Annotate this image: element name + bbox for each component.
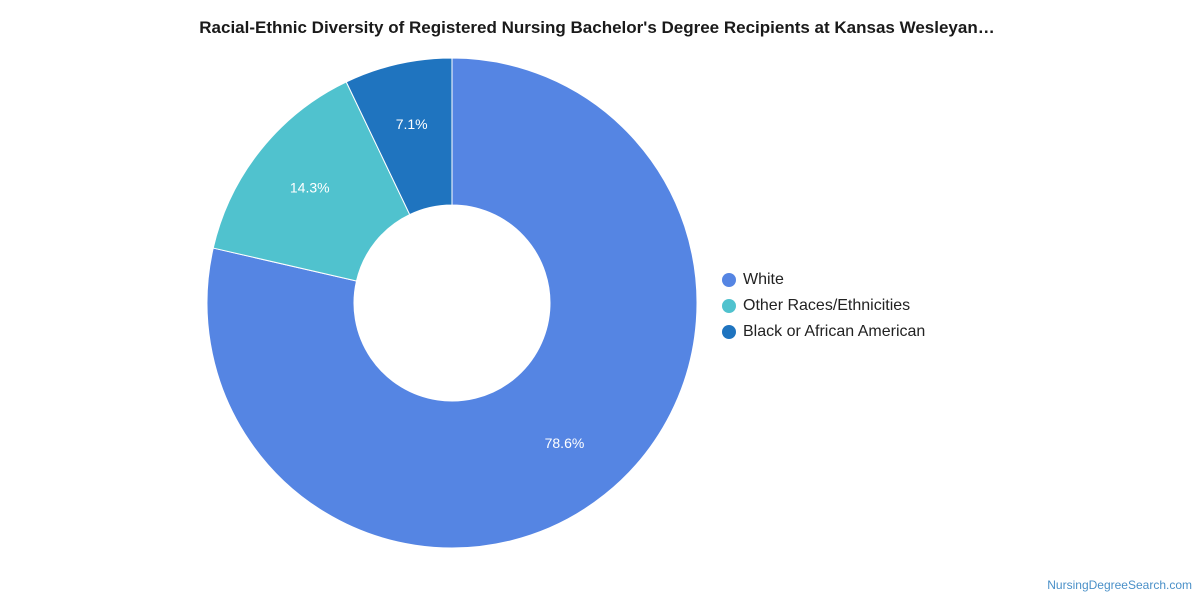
- slice-data-label: 78.6%: [545, 435, 585, 451]
- slice-white[interactable]: [206, 57, 698, 549]
- legend-item[interactable]: White: [722, 267, 925, 293]
- slice-data-label: 14.3%: [290, 180, 330, 196]
- legend-swatch-icon: [722, 273, 736, 287]
- legend-label: Black or African American: [743, 323, 926, 340]
- legend-label: Other Races/Ethnicities: [743, 297, 911, 314]
- slice-black-or-african-american[interactable]: [345, 57, 453, 216]
- legend-swatch-icon: [722, 299, 736, 313]
- legend-item[interactable]: Black or African American: [722, 319, 925, 345]
- source-watermark[interactable]: NursingDegreeSearch.com: [1047, 578, 1192, 592]
- slice-data-label: 7.1%: [396, 116, 428, 132]
- legend-swatch-icon: [722, 325, 736, 339]
- legend-label: White: [743, 271, 784, 288]
- chart-title: Racial-Ethnic Diversity of Registered Nu…: [199, 18, 995, 37]
- legend-item[interactable]: Other Races/Ethnicities: [722, 293, 925, 319]
- slice-other-races-ethnicities[interactable]: [212, 81, 411, 282]
- chart-legend: White Other Races/Ethnicities Black or Afr…: [722, 267, 925, 345]
